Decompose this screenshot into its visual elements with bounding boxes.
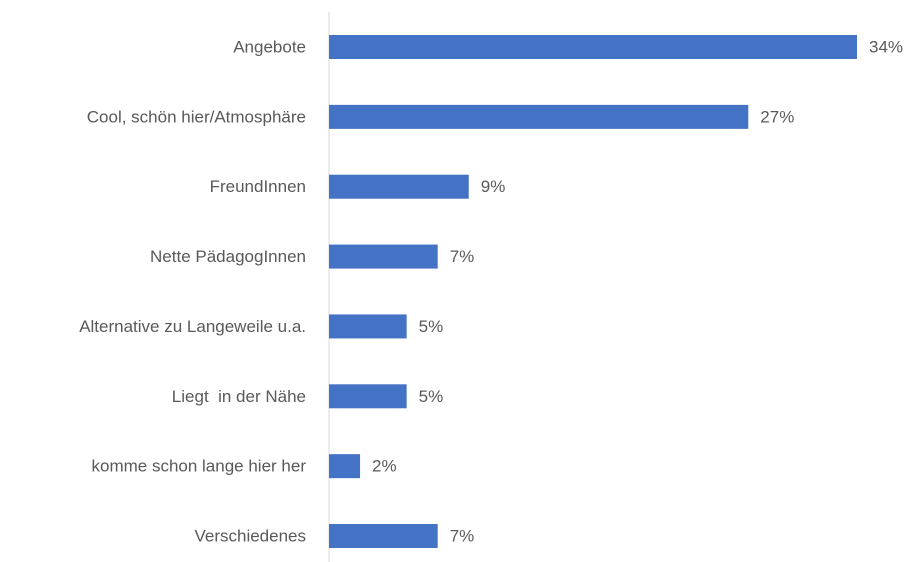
data-label: 34%	[869, 37, 903, 56]
bar	[329, 524, 438, 549]
data-label: 5%	[419, 317, 444, 336]
category-label: Cool, schön hier/Atmosphäre	[87, 107, 306, 126]
bar	[329, 384, 407, 409]
bar	[329, 314, 407, 339]
data-label: 27%	[760, 107, 794, 126]
data-label: 9%	[481, 177, 506, 196]
data-label: 2%	[372, 457, 397, 476]
category-label: Liegt in der Nähe	[172, 387, 306, 406]
category-label: Nette PädagogInnen	[150, 247, 306, 266]
bar	[329, 35, 857, 59]
category-label: komme schon lange hier her	[91, 457, 306, 476]
bar	[329, 454, 361, 479]
category-label: Alternative zu Langeweile u.a.	[79, 317, 306, 336]
bar	[329, 174, 469, 199]
bar	[329, 244, 438, 269]
category-label: Angebote	[233, 37, 306, 56]
data-label: 7%	[450, 527, 475, 546]
category-label: FreundInnen	[210, 177, 306, 196]
data-label: 5%	[419, 387, 444, 406]
bar	[329, 104, 749, 129]
category-label: Verschiedenes	[194, 527, 306, 546]
data-label: 7%	[450, 247, 475, 266]
